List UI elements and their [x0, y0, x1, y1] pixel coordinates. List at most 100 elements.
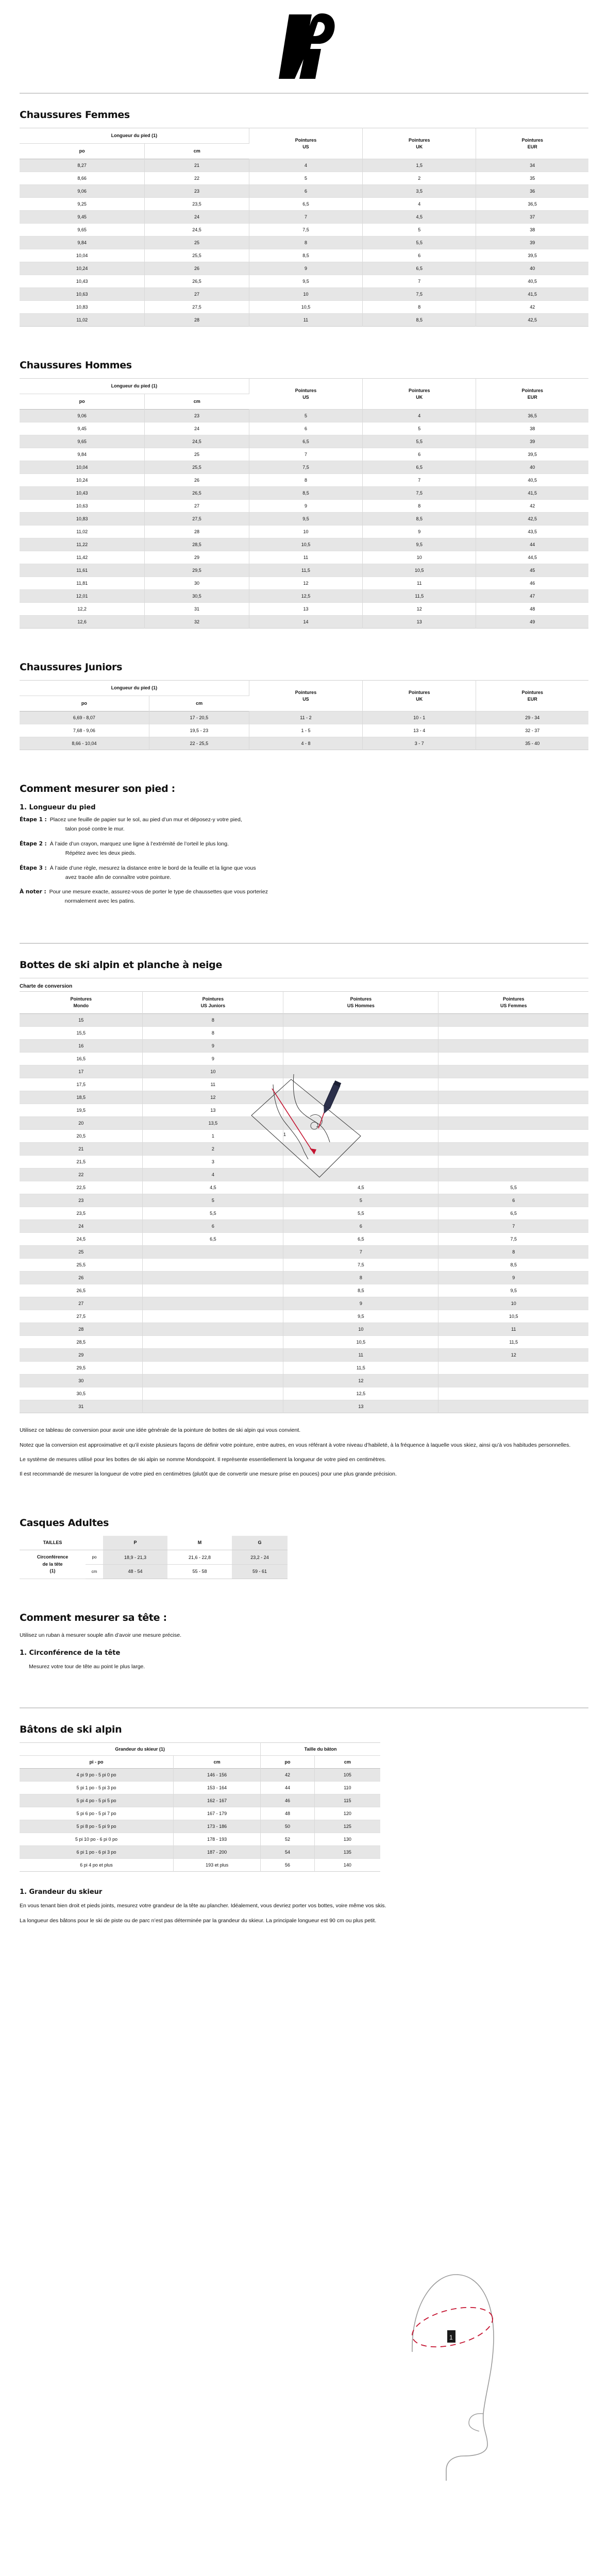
table-cell: 12,5 [283, 1387, 439, 1400]
table-cell [438, 1375, 588, 1387]
table-cell: 5 [283, 1194, 439, 1207]
men-shoes-body: 9,06 23 5 4 36,5 9,45 24 6 5 38 9,65 24,5 6,5 5,5 39 9,… [20, 409, 588, 629]
table-cell: 29 [144, 551, 249, 564]
table-cell: 5,5 [142, 1207, 284, 1220]
table-cell: 9,45 [20, 422, 145, 435]
table-cell: 3 - 7 [362, 737, 477, 750]
table-cell: 8 [249, 473, 363, 487]
table-row: 28,5 10,5 11,5 [20, 1335, 588, 1349]
table-row: 10,43 26,5 9,5 7 40,5 [20, 275, 588, 288]
table-cell: 6,5 [283, 1232, 439, 1246]
table-cell [283, 1091, 439, 1104]
table-cell: 12 [362, 602, 477, 616]
table-cell: 10,24 [20, 473, 145, 487]
table-cell: 27 [20, 1297, 143, 1310]
table-cell: 10,43 [20, 275, 145, 288]
table-cell: 9,5 [249, 275, 363, 288]
table-cell: 162 - 167 [173, 1794, 261, 1807]
table-cell: 6 [249, 184, 363, 198]
table-cell: 6 [512, 1198, 515, 1204]
table-row: 9,65 24,5 7,5 5 38 [20, 223, 588, 236]
foot-measurement-illustration: 1 [251, 1074, 361, 1178]
table-cell: 11,5 [362, 589, 477, 603]
table-cell: 29,5 [20, 1361, 143, 1375]
table-row: 25,5 7,5 8,5 [20, 1258, 588, 1272]
table-cell: 6,69 - 8,07 [20, 711, 149, 724]
table-row: 6,69 - 8,07 17 - 20,5 11 - 2 10 - 1 29 - 34 [20, 711, 588, 724]
table-cell: 24,5 [144, 223, 249, 236]
table-cell: 42,5 [528, 516, 537, 522]
table-cell: 30 [20, 1374, 143, 1387]
poles-footer-notes: En vous tenant bien droit et pieds joint… [0, 1901, 608, 1925]
table-cell [438, 1143, 588, 1156]
helmet-row-label: Circonférence de la tête (1) [20, 1550, 86, 1579]
table-cell: 11 [362, 577, 477, 590]
table-cell [438, 1362, 588, 1375]
note-paragraph: La longueur des bâtons pour le ski de pi… [20, 1917, 377, 1924]
table-cell: 4 [142, 1168, 284, 1181]
table-cell: 22 [20, 1168, 143, 1181]
table-cell: 17 [20, 1065, 143, 1078]
table-row: 5 pi 6 po - 5 pi 7 po 167 - 179 48 120 [20, 1807, 380, 1820]
poles-header-po-pole: po [260, 1755, 315, 1769]
table-cell: 11,5 [283, 1361, 439, 1375]
table-cell: 11,5 [249, 564, 363, 577]
conversion-chart-label: Charte de conversion [20, 984, 73, 990]
juniors-shoes-table: Longueur du pied (1) Pointures US Pointu… [20, 680, 588, 750]
table-cell: 42 [530, 503, 535, 509]
table-row: 27 9 10 [20, 1297, 588, 1310]
measure-foot-steps: Étape 1 : Placez une feuille de papier su… [20, 816, 588, 906]
table-row: 6 pi 4 po et plus 193 et plus 56 140 [20, 1858, 380, 1872]
table-cell: 15,5 [20, 1026, 143, 1040]
table-cell [438, 1130, 588, 1143]
table-cell [438, 1387, 588, 1400]
table-cell: 10,5 [509, 1314, 518, 1319]
helmet-size-table: TAILLES P M G Circonférence de la tête (… [20, 1535, 288, 1579]
table-row: 11,02 28 10 9 43,5 [20, 525, 588, 538]
helmet-unit-cm: cm [86, 1564, 103, 1579]
juniors-header-us: Pointures US [249, 680, 363, 712]
table-cell: 8,5 [362, 512, 477, 526]
table-cell: 11,42 [20, 551, 145, 564]
table-row: 11,42 29 11 10 44,5 [20, 551, 588, 564]
table-cell: 26,5 [144, 486, 249, 500]
table-cell: 20,5 [20, 1129, 143, 1143]
table-row: 5 pi 1 po - 5 pi 3 po 153 - 164 44 110 [20, 1781, 380, 1794]
table-cell [283, 1052, 439, 1065]
table-cell [438, 1117, 588, 1130]
note-paragraph: En vous tenant bien droit et pieds joint… [20, 1903, 386, 1909]
note-paragraph: Utilisez ce tableau de conversion pour a… [20, 1427, 301, 1434]
table-cell: 7 [362, 275, 477, 288]
table-cell [283, 1104, 439, 1117]
table-cell: 7 [249, 448, 363, 461]
table-cell [438, 1053, 588, 1065]
table-cell: 25,5 [144, 461, 249, 474]
table-cell: 39,5 [528, 452, 537, 457]
size-chart-page: Chaussures Femmes Longueur du pied (1) P… [0, 13, 608, 2481]
table-row: 22,5 4,5 4,5 5,5 [20, 1181, 588, 1194]
table-cell: 26,5 [144, 275, 249, 288]
table-cell: 130 [343, 1837, 351, 1842]
table-row: 29 11 12 [20, 1348, 588, 1362]
table-cell: 9,5 [283, 1310, 439, 1323]
table-cell: 37 [530, 214, 535, 220]
table-cell: 50 [260, 1820, 315, 1833]
table-cell: 26 [20, 1271, 143, 1284]
table-row: 11,02 28 11 8,5 42,5 [20, 313, 588, 327]
table-cell: 10 [249, 525, 363, 538]
step-label: À noter : [20, 889, 46, 895]
poles-title: Bâtons de ski alpin [20, 1724, 122, 1736]
table-cell: 13 [249, 602, 363, 616]
table-cell: 11,61 [20, 564, 145, 577]
table-cell: 19,5 - 23 [149, 724, 249, 737]
table-row: 9,45 24 7 4,5 37 [20, 210, 588, 224]
table-cell: 56 [260, 1858, 315, 1872]
table-cell [438, 1168, 588, 1181]
ski-poles-table: Grandeur du skieur (1) Taille du bâton p… [20, 1742, 380, 1872]
table-cell: 8 [362, 300, 477, 314]
women-header-uk: Pointures UK [362, 128, 477, 160]
table-cell: 39 [530, 439, 535, 445]
table-row: 10,24 26 8 7 40,5 [20, 473, 588, 487]
women-header-cm: cm [193, 148, 200, 154]
table-cell: 9,5 [362, 538, 477, 551]
